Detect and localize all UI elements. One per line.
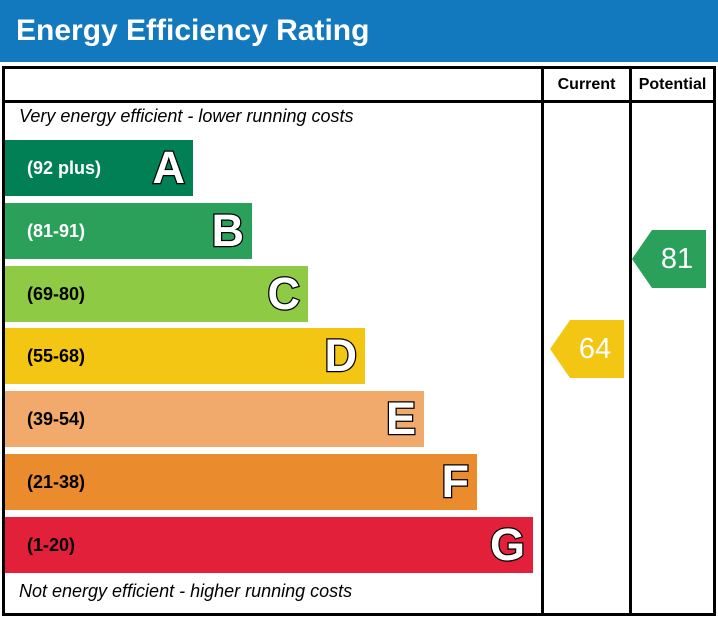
band-letter: B: [210, 204, 245, 258]
band-E: (39-54) E: [5, 391, 424, 447]
potential-column-header: Potential: [638, 75, 707, 93]
band-letter: D: [323, 329, 358, 383]
band-letter: F: [440, 455, 470, 509]
band-range-label: (55-68): [27, 346, 86, 366]
band-range-label: (1-20): [27, 535, 76, 555]
page-header: Energy Efficiency Rating: [0, 0, 718, 62]
table-header-divider: [5, 100, 713, 103]
potential-column-divider: [629, 69, 632, 613]
current-column-divider: [541, 69, 544, 613]
top-note: Very energy efficient - lower running co…: [19, 106, 354, 126]
band-letter: E: [385, 392, 418, 446]
band-letter: C: [266, 267, 301, 321]
band-C: (69-80) C: [5, 266, 308, 322]
potential-rating-value: 81: [660, 242, 694, 275]
band-G: (1-20) G: [5, 517, 533, 573]
band-range-label: (92 plus): [27, 158, 102, 178]
current-rating-value: 64: [578, 332, 612, 365]
band-letter: A: [151, 141, 186, 195]
band-F: (21-38) F: [5, 454, 477, 510]
band-D: (55-68) D: [5, 328, 365, 384]
bottom-note: Not energy efficient - higher running co…: [19, 581, 353, 601]
band-B: (81-91) B: [5, 203, 252, 259]
potential-rating-marker: 81: [632, 230, 706, 288]
rating-table: Current Potential Very energy efficient …: [2, 66, 716, 616]
band-range-label: (21-38): [27, 472, 86, 492]
band-letter: G: [489, 518, 527, 572]
band-range-label: (69-80): [27, 284, 86, 304]
band-range-label: (81-91): [27, 221, 86, 241]
current-rating-marker: 64: [550, 320, 624, 378]
page-title: Energy Efficiency Rating: [16, 14, 370, 47]
band-range-label: (39-54): [27, 409, 86, 429]
band-A: (92 plus) A: [5, 140, 193, 196]
current-column-header: Current: [557, 75, 616, 93]
